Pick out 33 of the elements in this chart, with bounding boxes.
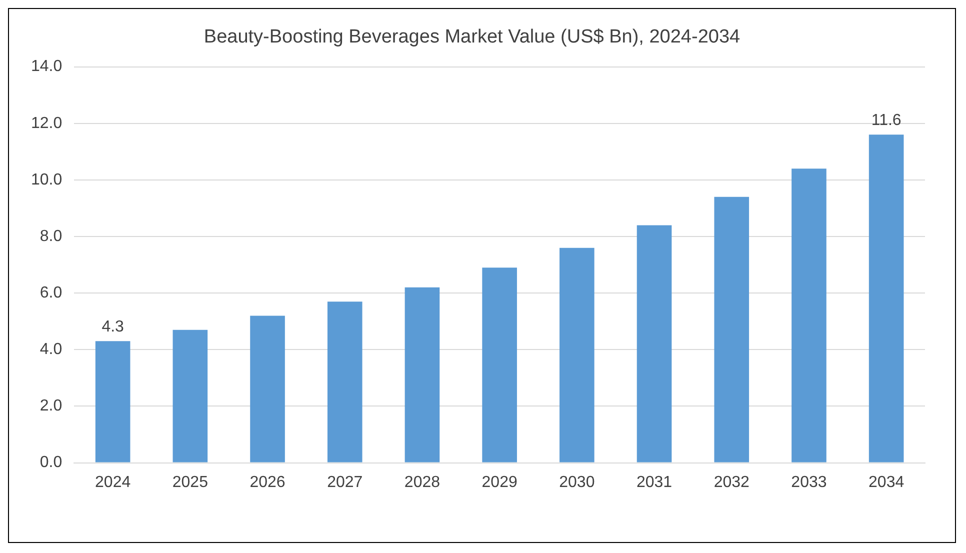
x-tick-label: 2027 bbox=[327, 474, 363, 491]
bar bbox=[482, 268, 517, 462]
x-tick-label: 2030 bbox=[559, 474, 595, 491]
data-label: 11.6 bbox=[871, 112, 902, 130]
x-tick-label: 2024 bbox=[95, 474, 131, 491]
x-tick-label: 2031 bbox=[636, 474, 672, 491]
y-tick-label: 4.0 bbox=[40, 341, 62, 358]
bar bbox=[95, 341, 130, 462]
y-tick-label: 10.0 bbox=[31, 171, 62, 188]
x-tick-label: 2032 bbox=[714, 474, 750, 491]
bar bbox=[714, 196, 750, 462]
x-tick-label: 2034 bbox=[868, 474, 904, 491]
x-tick-label: 2029 bbox=[482, 474, 518, 491]
y-tick-label: 8.0 bbox=[40, 228, 62, 245]
bar bbox=[172, 330, 208, 462]
bar bbox=[250, 316, 285, 462]
y-tick-label: 2.0 bbox=[40, 398, 62, 415]
x-tick-label: 2025 bbox=[172, 474, 208, 491]
data-label: 4.3 bbox=[102, 318, 124, 336]
chart-title: Beauty-Boosting Beverages Market Value (US$ Bn), 2024-2034 bbox=[204, 26, 741, 48]
bar bbox=[327, 302, 362, 462]
y-tick-label: 12.0 bbox=[31, 114, 62, 132]
x-tick-label: 2033 bbox=[791, 474, 827, 491]
y-tick-label: 0.0 bbox=[40, 454, 62, 472]
x-tick-label: 2026 bbox=[250, 474, 286, 491]
y-tick-label: 6.0 bbox=[40, 284, 62, 302]
x-tick-label: 2028 bbox=[404, 474, 440, 491]
bar bbox=[636, 225, 672, 462]
bar bbox=[404, 287, 440, 462]
y-tick-label: 14.0 bbox=[31, 58, 62, 76]
bar bbox=[868, 134, 904, 462]
bar bbox=[560, 248, 594, 462]
bar bbox=[792, 168, 826, 462]
